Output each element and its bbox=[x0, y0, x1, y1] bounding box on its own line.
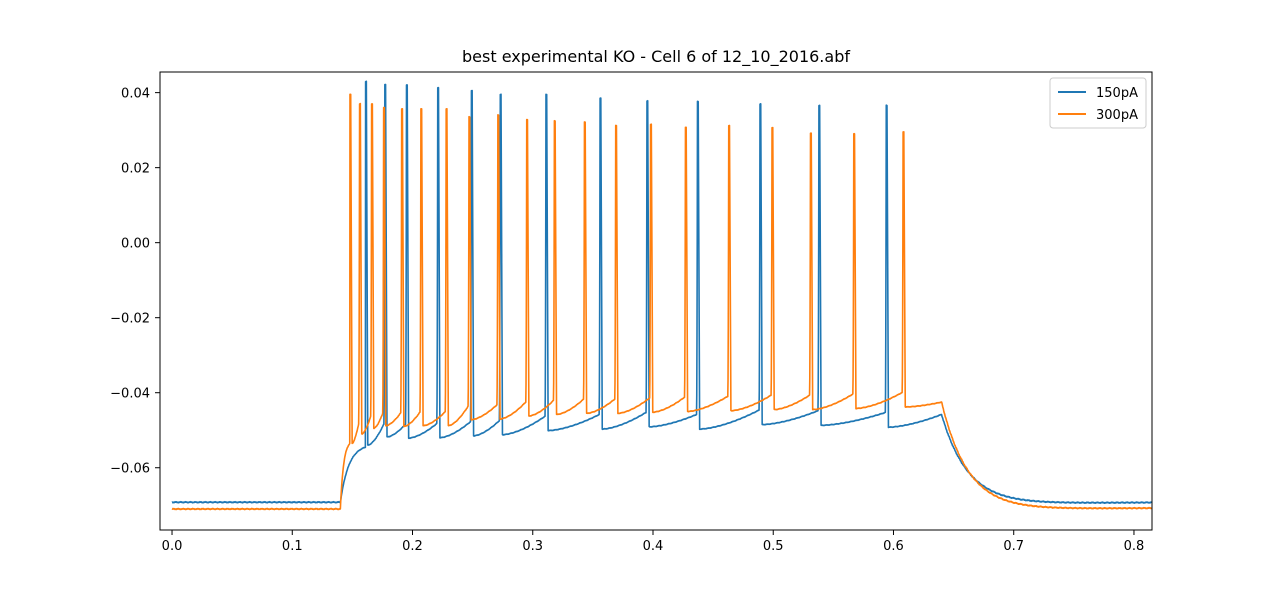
series-line-300pA bbox=[171, 93, 1152, 511]
y-tick-label: −0.06 bbox=[110, 462, 150, 477]
legend: 150pA 300pA bbox=[1049, 77, 1147, 129]
x-tick-label: 0.8 bbox=[1124, 539, 1145, 554]
series-layer bbox=[171, 80, 1152, 511]
x-tick-label: 0.6 bbox=[883, 539, 904, 554]
x-tick-label: 0.3 bbox=[522, 539, 543, 554]
plot-frame bbox=[159, 71, 1153, 531]
x-tick-label: 0.0 bbox=[162, 539, 183, 554]
legend-label-150pA: 150pA bbox=[1096, 86, 1138, 101]
y-tick-label: 0.04 bbox=[121, 87, 150, 102]
axes-layer: 0.0 0.1 0.2 0.3 0.4 0.5 0.6 0.7 0.8 −0.06 −0.04 −0.… bbox=[110, 71, 1153, 554]
x-tick-label: 0.7 bbox=[1003, 539, 1024, 554]
y-tick-label: −0.02 bbox=[110, 312, 150, 327]
x-tick-label: 0.4 bbox=[643, 539, 664, 554]
x-tick-label: 0.2 bbox=[402, 539, 423, 554]
chart-title: best experimental KO - Cell 6 of 12_10_2… bbox=[462, 47, 850, 67]
y-tick-label: −0.04 bbox=[110, 387, 150, 402]
legend-box bbox=[1049, 77, 1147, 129]
series-line-150pA bbox=[171, 80, 1152, 505]
y-tick-label: 0.02 bbox=[121, 162, 150, 177]
y-tick-label: 0.00 bbox=[121, 237, 150, 252]
x-tick-label: 0.5 bbox=[763, 539, 784, 554]
x-tick-label: 0.1 bbox=[282, 539, 303, 554]
legend-label-300pA: 300pA bbox=[1096, 108, 1138, 123]
